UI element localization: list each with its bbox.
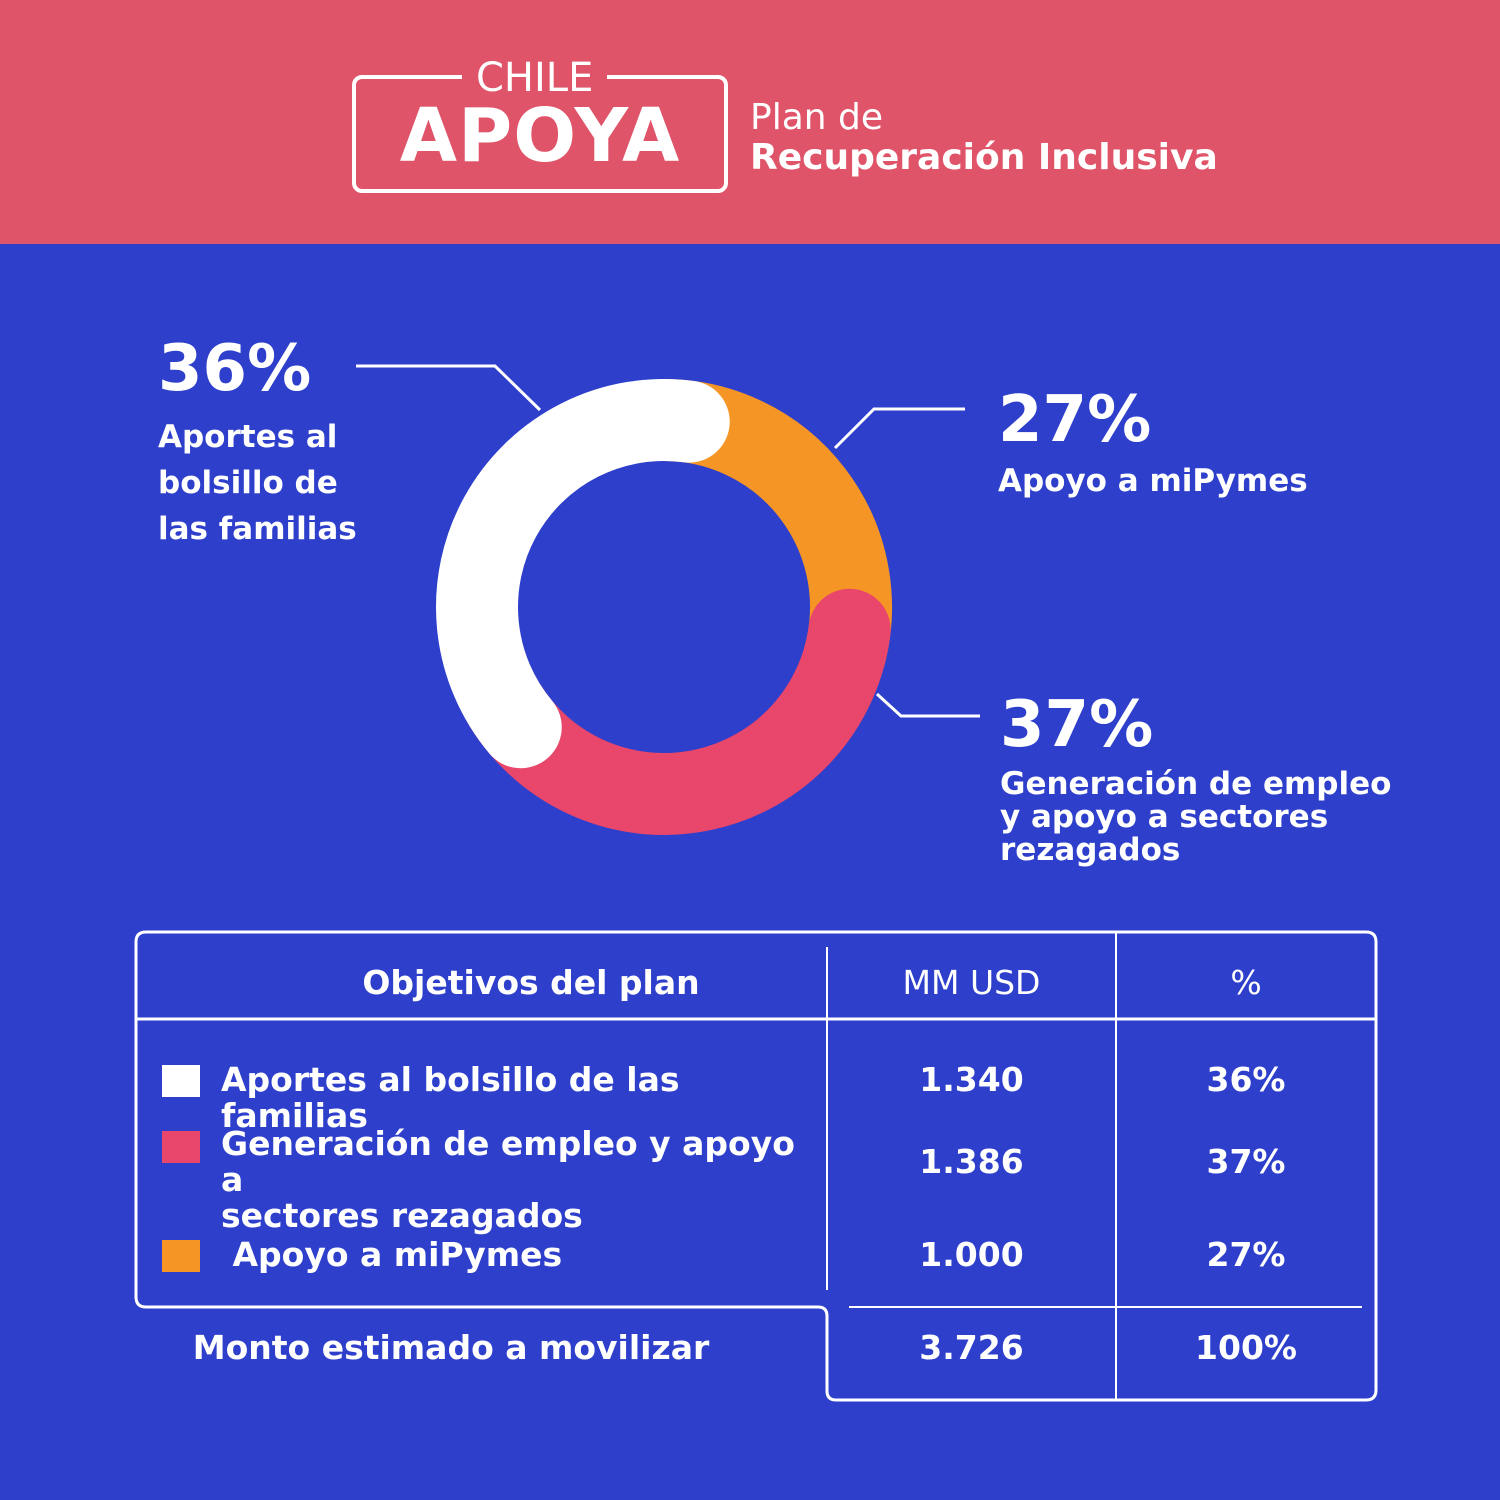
legend-swatch-mipymes (162, 1240, 200, 1272)
table-header-mm-usd: MM USD (902, 963, 1041, 1002)
table-cell-pct: 37% (1206, 1142, 1286, 1181)
table-row-label: Generación de empleo y apoyo a sectores … (221, 1126, 821, 1234)
label-empleo-line: Generación de empleo (1000, 766, 1392, 802)
table-row-label: Apoyo a miPymes (221, 1235, 563, 1274)
label-mipymes-pct: 27% (998, 383, 1152, 457)
table-header-objetivos: Objetivos del plan (362, 963, 700, 1002)
table-total-label: Monto estimado a movilizar (192, 1328, 710, 1367)
donut-slice-empleo (464, 588, 891, 835)
table-total-pct: 100% (1195, 1328, 1297, 1367)
table-header-pct: % (1230, 963, 1262, 1002)
label-mipymes-line: Apoyo a miPymes (998, 463, 1308, 499)
donut-slice-familias (436, 379, 730, 769)
table-cell-mm-usd: 1.000 (919, 1235, 1024, 1274)
label-empleo-line: y apoyo a sectores (1000, 799, 1329, 835)
table-cell-pct: 36% (1206, 1060, 1286, 1099)
label-empleo: 37% Generación de empleo y apoyo a secto… (1000, 690, 1400, 867)
table-row-label: Aportes al bolsillo de las familias (221, 1060, 680, 1135)
plan-title-line2: Recuperación Inclusiva (750, 137, 1218, 178)
legend-swatch-familias (162, 1065, 200, 1097)
label-familias-line: Aportes al (158, 419, 338, 455)
table-cell-pct: 27% (1206, 1235, 1286, 1274)
leader-line-mipymes (833, 407, 965, 450)
table-row-label-line: sectores rezagados (221, 1196, 583, 1235)
logo-chile-text: CHILE (462, 58, 608, 98)
table-cell-mm-usd: 1.340 (919, 1060, 1024, 1099)
label-familias-line: las familias (158, 511, 357, 547)
leader-line-familias (356, 364, 542, 412)
table-cell-mm-usd: 1.386 (919, 1142, 1024, 1181)
logo-apoya-text: APOYA (399, 93, 681, 179)
legend-swatch-empleo (162, 1131, 200, 1163)
label-empleo-line: rezagados (1000, 832, 1181, 868)
label-empleo-pct: 37% (1000, 688, 1154, 762)
table-row-label-line: Generación de empleo y apoyo a (221, 1124, 795, 1199)
label-familias: 36% Aportes al bolsillo de las familias (158, 334, 418, 552)
label-familias-line: bolsillo de (158, 465, 338, 501)
plan-title-line1: Plan de (750, 97, 884, 138)
table-outline (134, 930, 1378, 1402)
header-banner (0, 0, 1500, 244)
label-mipymes: 27% Apoyo a miPymes (998, 385, 1378, 504)
leader-line-empleo (875, 692, 980, 718)
table-total-mm-usd: 3.726 (919, 1328, 1024, 1367)
label-familias-pct: 36% (158, 332, 312, 406)
